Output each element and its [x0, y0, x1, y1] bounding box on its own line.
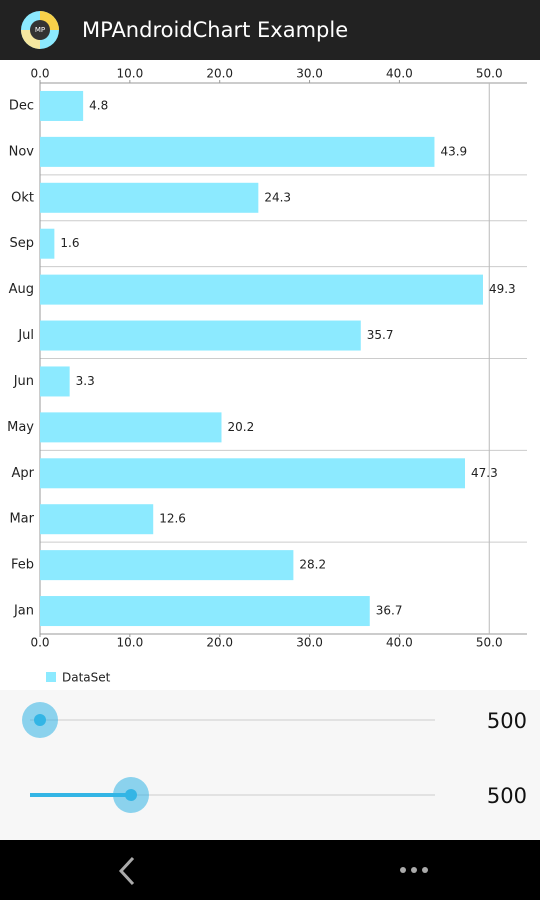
data-label: 12.6	[159, 512, 186, 526]
app-icon-center	[30, 20, 50, 40]
bar	[40, 596, 370, 627]
data-label: 36.7	[376, 604, 403, 618]
data-label: 43.9	[440, 144, 467, 158]
x-tick-label: 20.0	[206, 67, 233, 81]
y-tick-label: Feb	[11, 558, 34, 573]
y-tick-label: Sep	[9, 236, 34, 251]
x-tick-label: 10.0	[116, 67, 143, 81]
bar	[40, 228, 55, 259]
bar	[40, 412, 222, 443]
app-icon-label: MP	[35, 26, 45, 34]
bar	[40, 458, 466, 489]
x-tick-label: 40.0	[386, 67, 413, 81]
app-bar	[0, 0, 540, 60]
x-tick-label: 30.0	[296, 67, 323, 81]
y-tick-label: Mar	[9, 512, 34, 527]
legend-label: DataSet	[62, 671, 111, 685]
legend-swatch	[46, 672, 56, 682]
y-tick-label: Okt	[11, 190, 34, 205]
data-label: 28.2	[299, 558, 326, 572]
y-tick-label: Jul	[17, 328, 34, 343]
bar	[40, 90, 84, 121]
slider-thumb[interactable]	[34, 714, 46, 726]
y-tick-label: Apr	[12, 466, 35, 481]
slider-value: 500	[487, 784, 527, 808]
menu-button[interactable]	[400, 867, 428, 873]
data-label: 3.3	[76, 374, 95, 388]
data-label: 35.7	[367, 328, 394, 342]
y-tick-label: Jan	[13, 604, 34, 619]
data-label: 20.2	[228, 420, 255, 434]
bar	[40, 274, 483, 305]
nav-bar	[0, 840, 540, 900]
data-label: 49.3	[489, 282, 516, 296]
x-tick-label: 20.0	[206, 636, 233, 650]
bar	[40, 182, 259, 213]
x-tick-label: 0.0	[30, 636, 49, 650]
back-button[interactable]	[118, 856, 135, 886]
x-tick-label: 50.0	[476, 636, 503, 650]
y-tick-label: Aug	[9, 282, 34, 297]
slider-value: 500	[487, 709, 527, 733]
bar	[40, 504, 154, 535]
x-tick-label: 50.0	[476, 67, 503, 81]
bar	[40, 366, 70, 397]
y-tick-label: Nov	[9, 144, 35, 159]
bar	[40, 136, 435, 167]
bar	[40, 550, 294, 581]
y-tick-label: May	[7, 420, 34, 435]
x-tick-label: 30.0	[296, 636, 323, 650]
data-label: 1.6	[60, 236, 79, 250]
slider-thumb[interactable]	[125, 789, 137, 801]
y-tick-label: Jun	[13, 374, 34, 389]
data-label: 4.8	[89, 98, 108, 112]
bar	[40, 320, 361, 351]
x-tick-label: 0.0	[30, 67, 49, 81]
slider-panel	[0, 690, 540, 840]
y-tick-label: Dec	[9, 98, 34, 113]
data-label: 24.3	[264, 190, 291, 204]
x-tick-label: 10.0	[116, 636, 143, 650]
app-title: MPAndroidChart Example	[82, 18, 348, 42]
data-label: 47.3	[471, 466, 498, 480]
x-tick-label: 40.0	[386, 636, 413, 650]
